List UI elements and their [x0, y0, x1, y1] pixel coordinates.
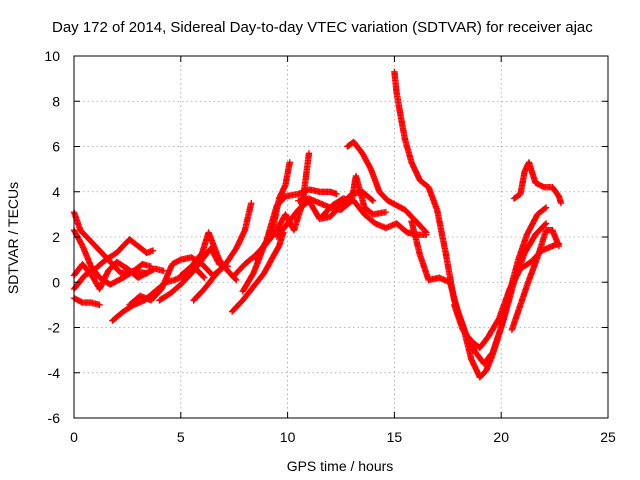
series-track-10: [190, 199, 255, 304]
x-axis-title: GPS time / hours: [287, 458, 394, 474]
y-tick-label: 4: [52, 184, 60, 200]
data-point: [423, 229, 430, 236]
data-point: [143, 270, 150, 277]
series-track-16: [295, 172, 390, 218]
x-tick-label: 5: [177, 429, 185, 445]
data-point: [542, 220, 550, 227]
y-tick-label: 0: [52, 274, 60, 290]
y-tick-label: 6: [52, 139, 60, 155]
x-tick-label: 10: [280, 429, 296, 445]
data-point: [382, 208, 390, 216]
series-track-11: [228, 229, 287, 315]
data-point: [149, 247, 157, 254]
data-point: [286, 159, 293, 166]
data-point: [201, 274, 208, 281]
data-point: [233, 276, 240, 284]
chart-title: Day 172 of 2014, Sidereal Day-to-day VTE…: [52, 19, 593, 36]
y-tick-label: 2: [52, 229, 60, 245]
series-track-14: [252, 186, 340, 263]
ticks-layer: 0 5 10 15 20 25 -6 -4 -2 0 2 4 6 8 10: [44, 48, 616, 445]
x-tick-label: 25: [600, 429, 616, 445]
data-point: [333, 190, 340, 198]
series-track-5: [70, 227, 150, 288]
series-layer: [70, 68, 565, 381]
data-point: [248, 199, 255, 207]
x-tick-label: 15: [387, 429, 403, 445]
series-track-23: [510, 159, 565, 207]
data-point: [200, 273, 207, 280]
series-track-18: [344, 138, 430, 236]
data-point: [555, 242, 563, 250]
grid-layer: [74, 56, 608, 418]
series-track-4: [70, 294, 103, 309]
data-point: [368, 196, 376, 204]
data-point: [542, 204, 550, 211]
y-tick-label: -6: [48, 410, 61, 426]
data-point: [557, 199, 565, 207]
series-track-21: [451, 240, 563, 352]
series-track-9: [177, 229, 240, 284]
series-track-7: [126, 254, 225, 309]
y-axis-title: SDTVAR / TECUs: [5, 182, 21, 294]
x-tick-label: 0: [70, 429, 78, 445]
series-track-17: [318, 195, 430, 238]
series-track-22: [508, 227, 563, 333]
data-point: [96, 301, 103, 309]
y-tick-label: 10: [44, 48, 60, 64]
x-tick-label: 20: [493, 429, 509, 445]
data-point: [541, 205, 549, 212]
data-point: [541, 221, 549, 228]
y-tick-label: -4: [48, 365, 61, 381]
series-track-3: [70, 258, 167, 293]
data-point: [422, 228, 429, 235]
data-point: [160, 267, 167, 275]
data-point: [369, 197, 377, 204]
data-point: [305, 150, 313, 157]
y-tick-label: 8: [52, 93, 60, 109]
y-tick-label: -2: [48, 320, 61, 336]
